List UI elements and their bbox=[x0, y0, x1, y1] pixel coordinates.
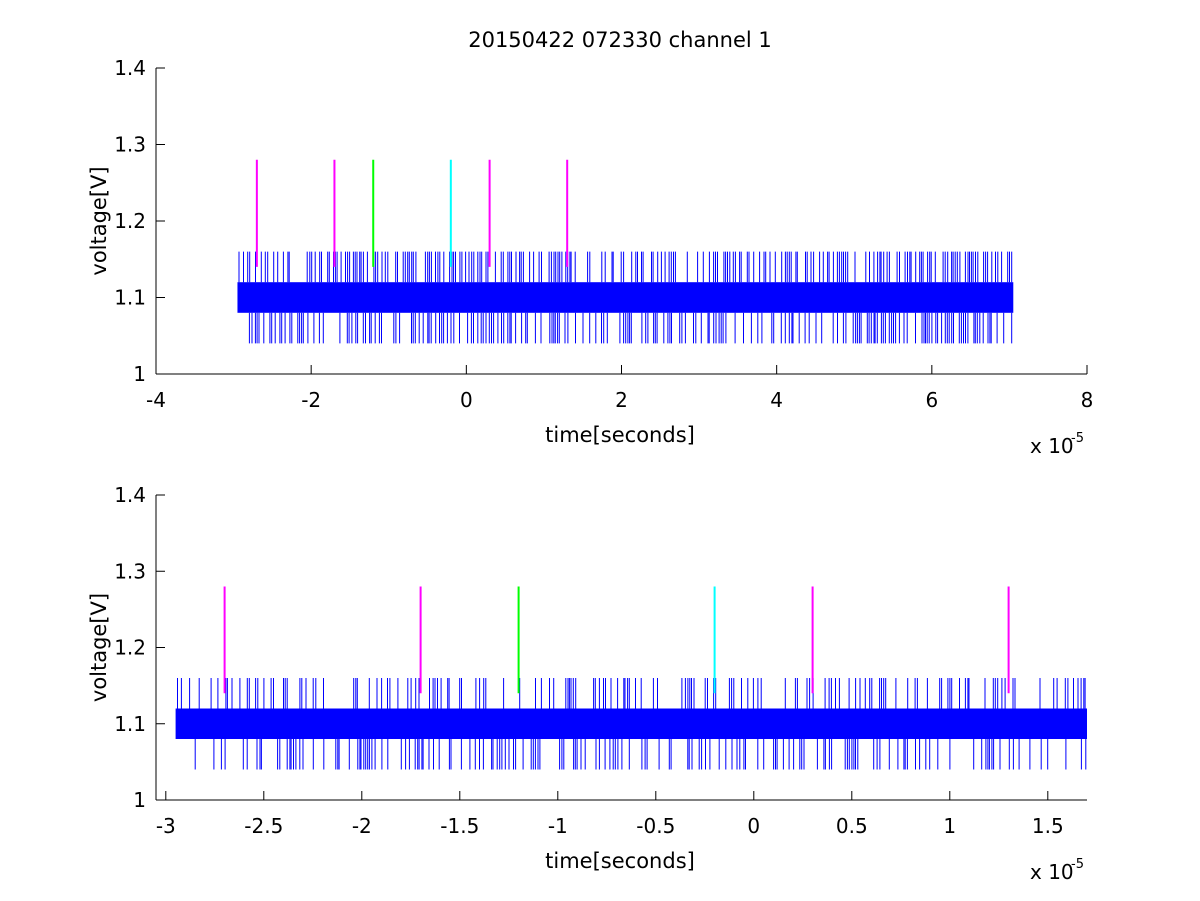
y-tick-label: 1.4 bbox=[114, 56, 146, 80]
voltage-signal bbox=[175, 678, 1088, 770]
y-tick-label: 1.2 bbox=[114, 209, 146, 233]
x-multiplier-exponent: -5 bbox=[1071, 857, 1084, 872]
y-tick-label: 1.3 bbox=[114, 133, 146, 157]
x-tick-label: -2.5 bbox=[244, 814, 283, 838]
x-tick-label: 6 bbox=[925, 388, 938, 412]
x-tick-label: 0.5 bbox=[836, 814, 868, 838]
signal-band bbox=[175, 708, 1088, 739]
y-axis-label: voltage[V] bbox=[87, 166, 111, 275]
y-tick-label: 1.1 bbox=[114, 712, 146, 736]
x-tick-label: -2 bbox=[352, 814, 372, 838]
x-axis-label: time[seconds] bbox=[545, 849, 695, 873]
y-axis-label: voltage[V] bbox=[87, 593, 111, 702]
x-tick-label: -1.5 bbox=[440, 814, 479, 838]
x-tick-label: 4 bbox=[770, 388, 783, 412]
x-tick-label: 8 bbox=[1081, 388, 1094, 412]
x-tick-label: 2 bbox=[615, 388, 628, 412]
subplot-top: -4 -2 0 2 4 6 8 1 1.1 1.2 1.3 1.4 time[seconds] volta… bbox=[87, 56, 1093, 458]
x-tick-label: -2 bbox=[301, 388, 321, 412]
x-tick-label: -1 bbox=[548, 814, 568, 838]
y-tick-label: 1 bbox=[133, 788, 146, 812]
signal-spikes-up bbox=[177, 678, 1086, 709]
x-multiplier-label: x 10 bbox=[1030, 860, 1074, 884]
y-tick-label: 1.1 bbox=[114, 286, 146, 310]
x-multiplier-exponent: -5 bbox=[1071, 431, 1084, 446]
x-tick-label: -4 bbox=[146, 388, 166, 412]
x-tick-label: -3 bbox=[156, 814, 176, 838]
x-tick-label: -0.5 bbox=[636, 814, 675, 838]
y-tick-label: 1.2 bbox=[114, 636, 146, 660]
y-tick-label: 1.3 bbox=[114, 559, 146, 583]
y-tick-label: 1 bbox=[133, 362, 146, 386]
x-tick-label: 1 bbox=[943, 814, 956, 838]
x-tick-label: 1.5 bbox=[1032, 814, 1064, 838]
x-multiplier-label: x 10 bbox=[1030, 434, 1074, 458]
x-tick-label: 0 bbox=[747, 814, 760, 838]
x-tick-label: 0 bbox=[460, 388, 473, 412]
signal-band bbox=[237, 282, 1014, 313]
subplot-bottom: -3 -2.5 -2 -1.5 -1 -0.5 0 0.5 1 1.5 1 1.1 1.2 1.3 1.4 t… bbox=[87, 483, 1088, 884]
signal-spikes-down bbox=[194, 739, 1087, 770]
figure-title: 20150422 072330 channel 1 bbox=[468, 28, 772, 52]
voltage-signal bbox=[237, 251, 1014, 344]
x-axis-label: time[seconds] bbox=[545, 423, 695, 447]
y-tick-label: 1.4 bbox=[114, 483, 146, 507]
signal-spikes-down bbox=[248, 312, 1013, 344]
